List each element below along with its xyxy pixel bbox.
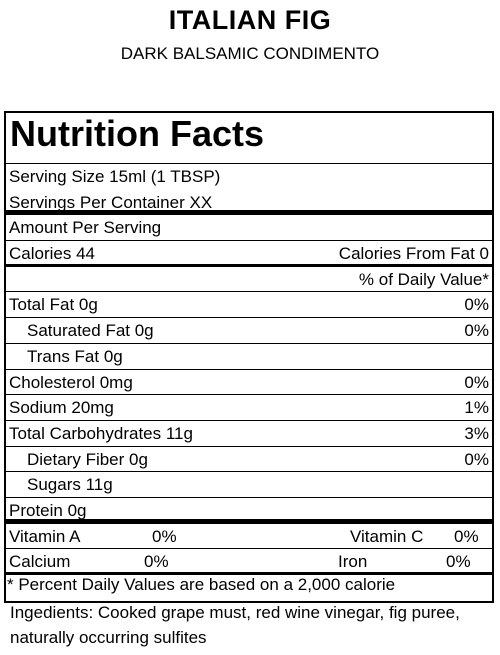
nutrient-name: Total Fat 0g <box>9 295 98 315</box>
nutrition-facts-panel: Nutrition Facts Serving Size 15ml (1 TBS… <box>4 111 494 603</box>
nutrient-dv: 0% <box>464 295 489 315</box>
nutrient-name: Sodium 20mg <box>9 398 114 418</box>
amount-per-serving: Amount Per Serving <box>6 215 492 242</box>
mineral-row: Calcium 0% Iron 0% <box>6 549 492 575</box>
nutrient-name: Protein 0g <box>9 500 87 520</box>
calcium-name: Calcium <box>9 552 71 572</box>
vitamin-row: Vitamin A 0% Vitamin C 0% <box>6 524 492 550</box>
serving-size-text: Serving Size 15ml (1 TBSP) <box>9 167 221 186</box>
nutrient-row: Protein 0g <box>6 498 492 524</box>
nutrient-row: Trans Fat 0g <box>6 344 492 370</box>
nutrient-row: Sugars 11g <box>6 472 492 498</box>
daily-value-footnote: * Percent Daily Values are based on a 2,… <box>7 575 396 594</box>
vitamin-a-dv: 0% <box>152 526 177 546</box>
calories-value: Calories 44 <box>9 244 95 264</box>
nutrient-name: Cholesterol 0mg <box>9 372 133 392</box>
servings-per-container: Servings Per Container XX <box>6 190 492 216</box>
nutrient-name: Dietary Fiber 0g <box>27 449 148 469</box>
daily-value-header-text: % of Daily Value* <box>358 269 489 289</box>
amount-per-serving-text: Amount Per Serving <box>9 218 162 238</box>
nutrient-name: Total Carbohydrates 11g <box>9 423 193 443</box>
calories-from-fat: Calories From Fat 0 <box>338 244 489 264</box>
nutrient-dv: 0% <box>464 321 489 341</box>
nutrient-dv: 3% <box>464 423 489 443</box>
daily-value-header: % of Daily Value* <box>6 267 492 293</box>
nutrient-row: Total Fat 0g 0% <box>6 292 492 319</box>
iron-dv: 0% <box>446 552 471 572</box>
nutrient-row: Cholesterol 0mg 0% <box>6 370 492 396</box>
product-title: ITALIAN FIG <box>168 5 332 35</box>
vitamin-c-dv: 0% <box>454 526 479 546</box>
iron-name: Iron <box>338 552 368 572</box>
nutrient-dv: 0% <box>464 372 489 392</box>
servings-per-container-text: Servings Per Container XX <box>9 192 213 212</box>
nutrient-dv: 0% <box>464 449 489 469</box>
nutrient-row: Sodium 20mg 1% <box>6 395 492 421</box>
nutrient-name: Sugars 11g <box>27 475 113 495</box>
product-subtitle: DARK BALSAMIC CONDIMENTO <box>120 44 380 63</box>
serving-size: Serving Size 15ml (1 TBSP) <box>6 164 492 190</box>
nutrition-facts-heading: Nutrition Facts <box>6 113 492 164</box>
nutrient-name: Trans Fat 0g <box>27 346 123 366</box>
nutrient-row: Saturated Fat 0g 0% <box>6 318 492 344</box>
vitamin-a-name: Vitamin A <box>9 526 81 546</box>
nutrient-name: Saturated Fat 0g <box>27 321 154 341</box>
nutrient-row: Dietary Fiber 0g 0% <box>6 447 492 473</box>
calcium-dv: 0% <box>144 552 169 572</box>
calories-row: Calories 44 Calories From Fat 0 <box>6 241 492 267</box>
nutrient-dv: 1% <box>464 398 489 418</box>
nutrient-row: Total Carbohydrates 11g 3% <box>6 421 492 447</box>
vitamin-c-name: Vitamin C <box>350 526 424 546</box>
ingredients-text: Ingedients: Cooked grape must, red wine … <box>10 603 460 647</box>
